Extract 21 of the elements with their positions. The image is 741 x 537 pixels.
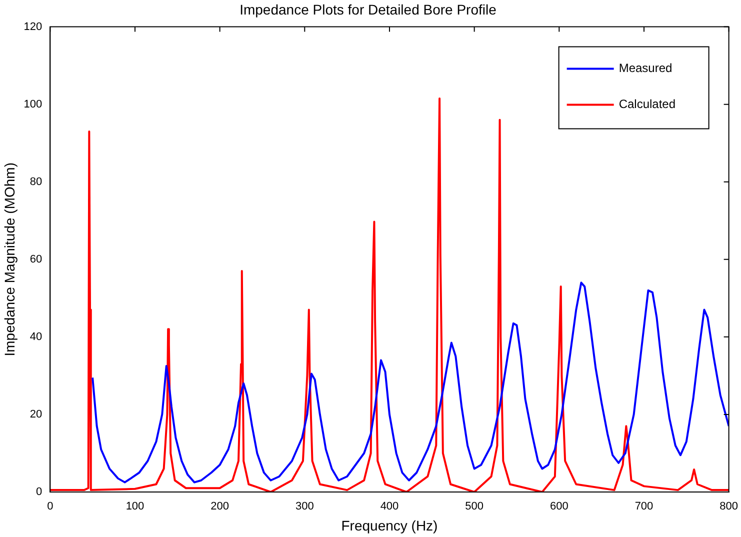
y-tick-label: 120 — [24, 20, 42, 33]
x-tick-label: 700 — [634, 500, 654, 513]
y-tick-label: 0 — [36, 486, 42, 498]
x-tick-label: 500 — [465, 500, 484, 513]
chart-title: Impedance Plots for Detailed Bore Profile — [240, 1, 497, 18]
y-tick-label: 60 — [30, 253, 42, 266]
legend-label: Calculated — [618, 97, 676, 112]
y-axis-title: Impedance Magnitude (MOhm) — [1, 162, 18, 356]
y-tick-label: 80 — [30, 176, 42, 188]
x-tick-label: 400 — [380, 500, 399, 513]
legend-label: Measured — [618, 61, 672, 76]
x-tick-label: 100 — [126, 500, 144, 513]
x-tick-label: 0 — [47, 500, 54, 513]
x-axis-title: Frequency (Hz) — [341, 517, 438, 534]
y-tick-label: 100 — [24, 98, 42, 110]
y-tick-label: 40 — [30, 330, 42, 343]
x-tick-label: 800 — [720, 500, 738, 513]
x-tick-label: 300 — [295, 500, 314, 513]
x-tick-label: 600 — [550, 500, 568, 513]
y-tick-label: 20 — [30, 408, 42, 420]
x-tick-label: 200 — [210, 500, 229, 513]
